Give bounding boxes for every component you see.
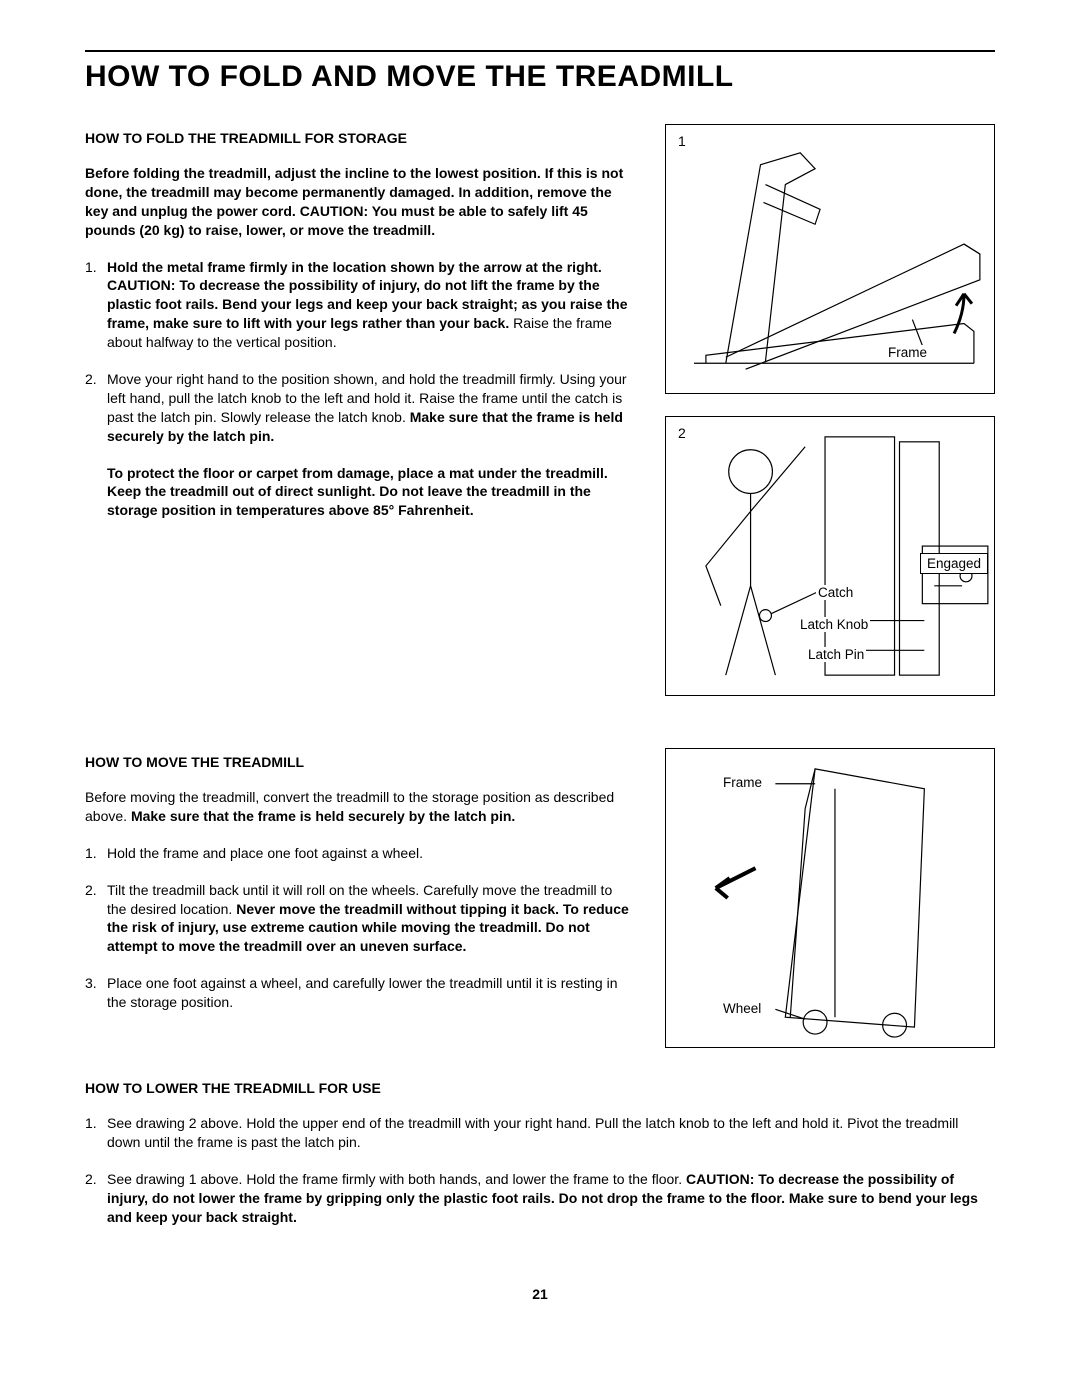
- figure-2-number: 2: [678, 425, 686, 441]
- lower-step-list: See drawing 2 above. Hold the upper end …: [85, 1114, 995, 1226]
- top-rule: [85, 50, 995, 52]
- section-fold: HOW TO FOLD THE TREADMILL FOR STORAGE Be…: [85, 124, 995, 718]
- fold-step-list: Hold the metal frame firmly in the locat…: [85, 258, 635, 521]
- move-step-list: Hold the frame and place one foot agains…: [85, 844, 635, 1012]
- figure-3-label-wheel: Wheel: [721, 1001, 763, 1016]
- page-number: 21: [85, 1286, 995, 1302]
- move-text-col: HOW TO MOVE THE TREADMILL Before moving …: [85, 748, 635, 1030]
- figure-3-drawing: [666, 749, 994, 1047]
- move-step-3: Place one foot against a wheel, and care…: [85, 974, 635, 1012]
- figure-3: Frame Wheel: [665, 748, 995, 1048]
- fold-heading: HOW TO FOLD THE TREADMILL FOR STORAGE: [85, 130, 635, 146]
- figure-2: 2: [665, 416, 995, 696]
- move-intro: Before moving the treadmill, convert the…: [85, 788, 635, 826]
- figure-2-label-latch-knob: Latch Knob: [798, 617, 870, 632]
- fold-step-2: Move your right hand to the position sho…: [85, 370, 635, 520]
- lower-step2-a: See drawing 1 above. Hold the frame firm…: [107, 1171, 686, 1187]
- move-heading: HOW TO MOVE THE TREADMILL: [85, 754, 635, 770]
- move-step-2: Tilt the treadmill back until it will ro…: [85, 881, 635, 957]
- lower-heading: HOW TO LOWER THE TREADMILL FOR USE: [85, 1080, 995, 1096]
- figure-1: 1 Frame: [665, 124, 995, 394]
- figure-2-label-engaged: Engaged: [920, 553, 988, 574]
- figure-1-label-frame: Frame: [886, 345, 929, 360]
- move-step-1: Hold the frame and place one foot agains…: [85, 844, 635, 863]
- section-lower: HOW TO LOWER THE TREADMILL FOR USE See d…: [85, 1080, 995, 1226]
- move-intro-b: Make sure that the frame is held securel…: [131, 808, 515, 824]
- fold-figure-col: 1 Frame: [665, 124, 995, 718]
- figure-2-label-catch: Catch: [816, 585, 855, 600]
- section-move: HOW TO MOVE THE TREADMILL Before moving …: [85, 748, 995, 1070]
- lower-step-1: See drawing 2 above. Hold the upper end …: [85, 1114, 995, 1152]
- figure-2-label-latch-pin: Latch Pin: [806, 647, 866, 662]
- fold-intro: Before folding the treadmill, adjust the…: [85, 164, 635, 240]
- lower-step1-text: See drawing 2 above. Hold the upper end …: [107, 1114, 995, 1152]
- fold-text-col: HOW TO FOLD THE TREADMILL FOR STORAGE Be…: [85, 124, 635, 538]
- figure-1-number: 1: [678, 133, 686, 149]
- move-figure-col: Frame Wheel: [665, 748, 995, 1070]
- move-step1-text: Hold the frame and place one foot agains…: [107, 844, 635, 863]
- lower-step-2: See drawing 1 above. Hold the frame firm…: [85, 1170, 995, 1227]
- page-title: HOW TO FOLD AND MOVE THE TREADMILL: [85, 60, 995, 94]
- move-step3-text: Place one foot against a wheel, and care…: [107, 974, 635, 1012]
- figure-3-label-frame: Frame: [721, 775, 764, 790]
- figure-1-drawing: [666, 125, 994, 393]
- fold-step-1: Hold the metal frame firmly in the locat…: [85, 258, 635, 352]
- fold-step2-sub: To protect the floor or carpet from dama…: [107, 464, 635, 521]
